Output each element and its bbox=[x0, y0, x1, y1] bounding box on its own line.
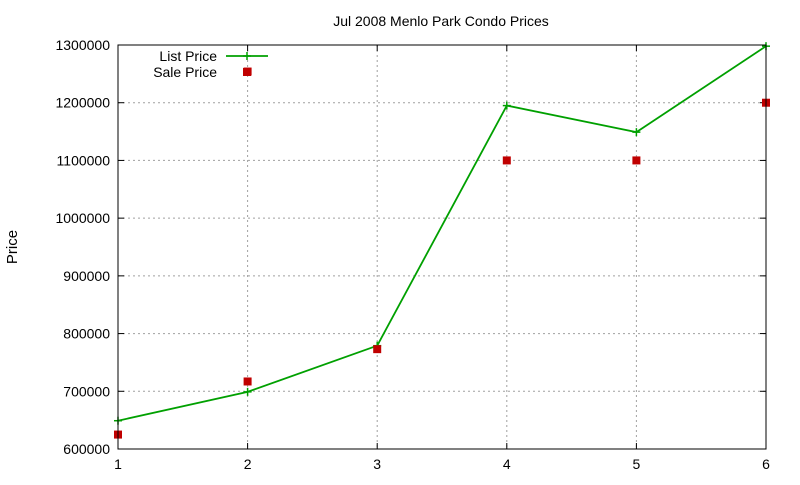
data-point-0-1 bbox=[243, 387, 252, 396]
series-line-0 bbox=[117, 45, 767, 422]
y-tick-label-1200000: 1200000 bbox=[55, 95, 110, 111]
data-point-1-4 bbox=[632, 156, 641, 165]
series-1 bbox=[114, 67, 770, 439]
x-tick-label-1: 1 bbox=[114, 456, 122, 472]
plot-frame bbox=[117, 44, 767, 450]
data-point-1-1 bbox=[243, 377, 252, 386]
data-point-0-3 bbox=[502, 101, 511, 110]
y-tick-label-700000: 700000 bbox=[63, 383, 110, 399]
series bbox=[114, 42, 770, 439]
x-tick-label-3: 3 bbox=[373, 456, 381, 472]
legend-swatch-1 bbox=[243, 68, 251, 76]
y-tick-label-800000: 800000 bbox=[63, 326, 110, 342]
data-point-0-4 bbox=[632, 128, 641, 137]
x-tick-label-6: 6 bbox=[762, 456, 770, 472]
y-tick-label-600000: 600000 bbox=[63, 441, 110, 457]
y-tick-label-900000: 900000 bbox=[63, 268, 110, 284]
legend-label-1: Sale Price bbox=[153, 64, 217, 80]
tick-labels: 1 2 3 4 5 6 600000 700000 800000 900000 1000000 110… bbox=[55, 37, 770, 472]
chart-title: Jul 2008 Menlo Park Condo Prices bbox=[333, 13, 549, 29]
series-0 bbox=[114, 42, 770, 425]
y-axis-title: Price bbox=[4, 230, 21, 264]
x-tick-label-5: 5 bbox=[633, 456, 641, 472]
y-tick-label-1300000: 1300000 bbox=[55, 37, 110, 53]
x-tick-label-2: 2 bbox=[244, 456, 252, 472]
y-tick-label-1100000: 1100000 bbox=[57, 152, 111, 168]
data-point-1-3 bbox=[502, 156, 511, 165]
legend-label-0: List Price bbox=[159, 48, 217, 64]
axis-ticks bbox=[117, 44, 767, 450]
grid bbox=[118, 45, 766, 449]
x-tick-label-4: 4 bbox=[503, 456, 511, 472]
data-point-1-2 bbox=[373, 345, 382, 354]
legend-swatch-0 bbox=[226, 52, 268, 60]
y-tick-label-1000000: 1000000 bbox=[55, 210, 110, 226]
